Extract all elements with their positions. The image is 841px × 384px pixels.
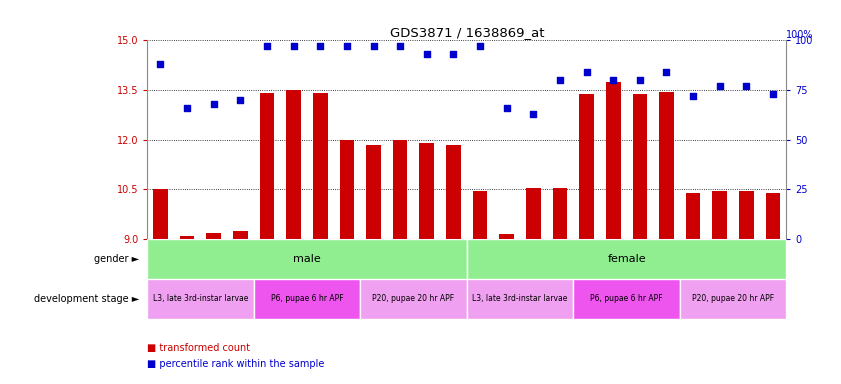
Bar <box>147 239 467 279</box>
Bar <box>313 93 328 239</box>
Bar <box>739 191 754 239</box>
Text: L3, late 3rd-instar larvae: L3, late 3rd-instar larvae <box>473 294 568 303</box>
Text: ■ transformed count: ■ transformed count <box>147 343 251 353</box>
Point <box>447 51 460 57</box>
Text: development stage ►: development stage ► <box>34 294 139 304</box>
Text: P6, pupae 6 hr APF: P6, pupae 6 hr APF <box>271 294 343 303</box>
Point <box>633 77 647 83</box>
Bar <box>680 279 786 319</box>
Bar <box>553 188 568 239</box>
Bar <box>233 231 248 239</box>
Point <box>606 77 620 83</box>
Bar <box>467 239 786 279</box>
Bar <box>180 236 194 239</box>
Bar <box>366 145 381 239</box>
Bar <box>500 234 514 239</box>
Bar <box>446 145 461 239</box>
Bar <box>147 279 254 319</box>
Bar <box>659 92 674 239</box>
Point <box>260 43 273 50</box>
Point <box>713 83 727 89</box>
Text: L3, late 3rd-instar larvae: L3, late 3rd-instar larvae <box>153 294 248 303</box>
Point <box>154 61 167 67</box>
Point <box>314 43 327 50</box>
Bar <box>393 140 408 239</box>
Bar <box>206 233 221 239</box>
Point <box>207 101 220 107</box>
Text: P20, pupae 20 hr APF: P20, pupae 20 hr APF <box>373 294 454 303</box>
Point <box>553 77 567 83</box>
Title: GDS3871 / 1638869_at: GDS3871 / 1638869_at <box>389 26 544 39</box>
Bar <box>286 90 301 239</box>
Point <box>659 69 673 75</box>
Bar <box>765 193 780 239</box>
Point <box>234 97 247 103</box>
Point <box>180 105 193 111</box>
Text: P20, pupae 20 hr APF: P20, pupae 20 hr APF <box>692 294 774 303</box>
Point <box>579 69 593 75</box>
Point <box>686 93 700 99</box>
Bar <box>606 82 621 239</box>
Point <box>526 111 540 117</box>
Point <box>394 43 407 50</box>
Point <box>739 83 753 89</box>
Bar <box>685 193 701 239</box>
Text: ■ percentile rank within the sample: ■ percentile rank within the sample <box>147 359 325 369</box>
Point <box>420 51 434 57</box>
Point <box>340 43 353 50</box>
Text: male: male <box>294 254 320 264</box>
Bar <box>632 94 648 239</box>
Bar <box>712 191 727 239</box>
Point <box>500 105 513 111</box>
Bar <box>473 191 488 239</box>
Bar <box>526 188 541 239</box>
Text: gender ►: gender ► <box>94 254 139 264</box>
Text: P6, pupae 6 hr APF: P6, pupae 6 hr APF <box>590 294 663 303</box>
Bar <box>340 140 354 239</box>
Point <box>473 43 487 50</box>
Point <box>367 43 380 50</box>
Bar <box>260 93 274 239</box>
Bar <box>420 143 434 239</box>
Bar <box>360 279 467 319</box>
Bar <box>254 279 360 319</box>
Bar <box>579 94 594 239</box>
Point <box>287 43 300 50</box>
Text: female: female <box>607 254 646 264</box>
Text: 100%: 100% <box>786 30 814 40</box>
Bar <box>574 279 680 319</box>
Bar <box>153 189 168 239</box>
Bar <box>467 279 574 319</box>
Point <box>766 91 780 97</box>
